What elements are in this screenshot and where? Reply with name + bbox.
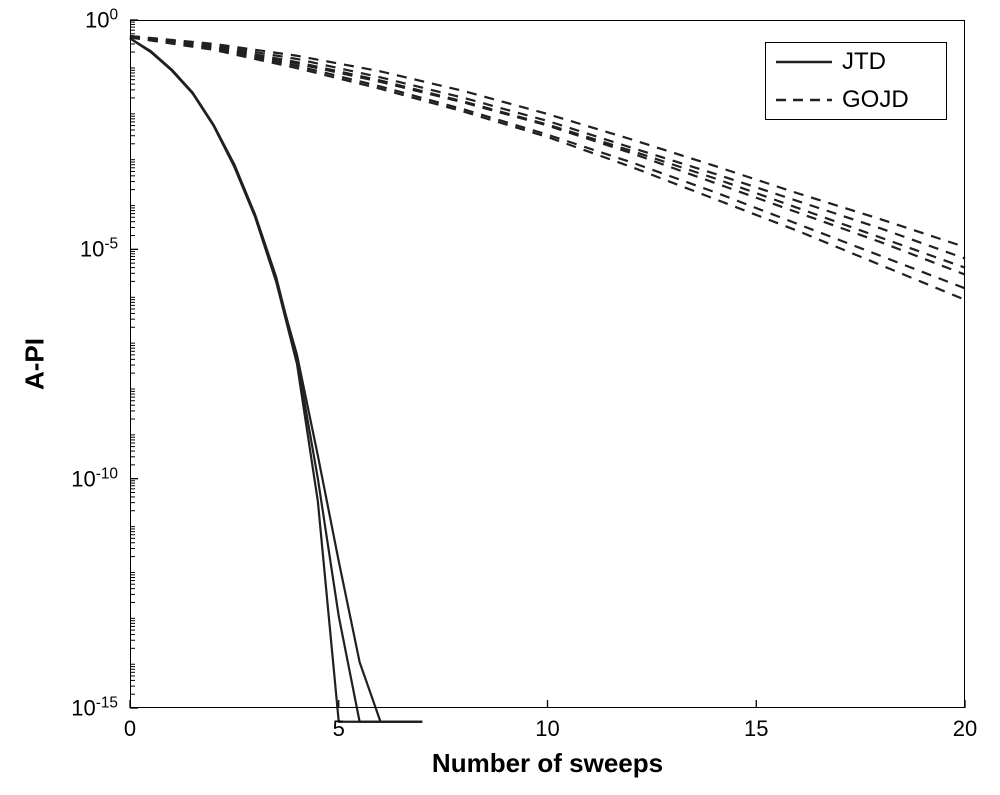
plot-area [130,20,965,708]
tick-label: 5 [333,716,345,742]
tick-label: 100 [85,6,118,33]
tick-label: 10-10 [71,465,118,492]
tick-label: 20 [953,716,977,742]
legend-swatch-icon [774,52,834,72]
legend-item: JTD [766,43,946,81]
y-axis-label: A-PI [20,338,51,390]
legend-item: GOJD [766,81,946,119]
plot-svg [130,20,965,708]
tick-label: 10-15 [71,694,118,721]
tick-label: 15 [744,716,768,742]
legend-label: JTD [842,48,886,76]
chart-frame: A-PI Number of sweeps 0 5 10 15 20 100 10-5 10-… [0,0,1000,795]
tick-label: 0 [124,716,136,742]
tick-label: 10-5 [80,236,118,263]
x-axis-label: Number of sweeps [432,748,663,779]
legend: JTD GOJD [765,42,947,120]
tick-label: 10 [535,716,559,742]
legend-swatch-icon [774,90,834,110]
legend-label: GOJD [842,86,909,114]
